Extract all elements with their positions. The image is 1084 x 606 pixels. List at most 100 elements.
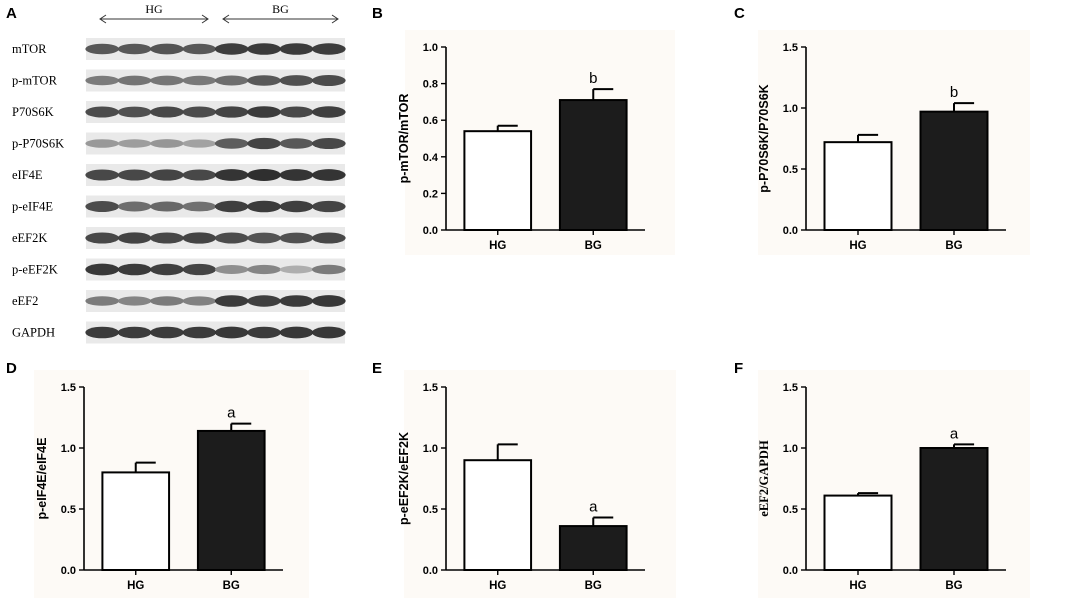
x-tick-label: HG	[849, 240, 866, 252]
x-tick-label: HG	[849, 580, 866, 592]
blot-band	[150, 232, 184, 244]
y-tick-label: 0.0	[423, 225, 438, 237]
blot-band	[311, 75, 346, 86]
band-label: p-eIF4E	[12, 200, 53, 214]
blot-band	[311, 326, 346, 339]
band-label: p-P70S6K	[12, 137, 64, 151]
blot-band	[214, 295, 249, 307]
panel-letter-d: D	[6, 360, 17, 377]
significance-label: b	[589, 70, 597, 87]
blot-band	[279, 200, 314, 213]
blot-band	[279, 138, 314, 149]
blot-band	[85, 232, 120, 244]
blot-band	[182, 139, 217, 148]
blot-band	[117, 326, 152, 339]
blot-row-p-p70s6k: p-P70S6K	[12, 132, 346, 155]
blot-band	[182, 169, 217, 181]
blot-band	[85, 296, 120, 306]
panel-b-chart: B 0.0 0.2 0.4 0.6 0.8 1.0 p-mTOR/mTOR HG BG b	[372, 5, 675, 255]
band-label: p-mTOR	[12, 74, 58, 88]
band-label: eEF2K	[12, 231, 47, 245]
blot-band	[150, 201, 184, 212]
arrow-head-right-icon	[201, 14, 209, 24]
panel-letter-f: F	[734, 360, 743, 377]
y-axis-label: eEF2/GAPDH	[757, 440, 771, 517]
blot-band	[247, 200, 281, 213]
blot-band	[117, 43, 152, 55]
blot-band	[85, 169, 120, 181]
bar-hg	[463, 459, 533, 572]
panel-letter-c: C	[734, 5, 745, 22]
panel-letter-a: A	[6, 5, 17, 22]
blot-band	[85, 43, 120, 55]
blot-band	[279, 75, 314, 86]
blot-band	[117, 201, 152, 212]
blot-band	[150, 139, 184, 148]
y-tick-label: 0.0	[783, 225, 798, 237]
x-tick-label: HG	[489, 580, 506, 592]
y-tick-label: 1.0	[783, 103, 798, 115]
significance-label: a	[950, 425, 959, 442]
blot-band	[150, 169, 184, 181]
x-tick-label: BG	[585, 580, 602, 592]
y-tick-label: 0.5	[423, 504, 438, 516]
blot-band	[182, 263, 217, 276]
blot-band	[311, 106, 346, 118]
blot-band	[279, 265, 314, 274]
bar-hg	[823, 494, 893, 571]
y-tick-label: 0.5	[783, 504, 798, 516]
blot-band	[117, 169, 152, 181]
blot-band	[85, 139, 120, 148]
x-tick-label: BG	[223, 580, 240, 592]
blot-band	[150, 263, 184, 276]
bar-bg	[919, 447, 989, 571]
blot-band	[150, 106, 184, 118]
bar-bg	[919, 110, 989, 231]
blot-row-p-eef2k: p-eEF2K	[12, 258, 346, 281]
y-axis-label: p-eEF2K/eEF2K	[397, 432, 411, 525]
blot-band	[279, 232, 314, 244]
blot-band	[279, 326, 314, 339]
blot-band	[182, 232, 217, 244]
panel-background	[34, 370, 309, 598]
blot-band	[247, 264, 281, 275]
y-axis-label: p-mTOR/mTOR	[397, 94, 411, 184]
blot-band	[279, 106, 314, 118]
group-label: BG	[272, 2, 289, 16]
x-tick-label: BG	[585, 240, 602, 252]
blot-band	[117, 232, 152, 244]
blot-band	[214, 169, 249, 181]
significance-label: a	[589, 499, 598, 516]
bar-bg	[196, 429, 266, 572]
arrow-head-left-icon	[222, 14, 230, 24]
y-tick-label: 0.5	[61, 504, 76, 516]
y-tick-label: 0.8	[423, 79, 438, 91]
band-label: p-eEF2K	[12, 263, 58, 277]
blot-band	[247, 137, 281, 150]
y-tick-label: 1.5	[783, 42, 798, 54]
blot-row-p-mtor: p-mTOR	[12, 69, 346, 92]
panel-c-chart: C 0.0 0.5 1.0 1.5 p-P70S6K/P70S6K HG BG b	[734, 5, 1030, 255]
blot-band	[85, 201, 120, 212]
blot-band	[311, 295, 346, 307]
bar-bg	[558, 525, 628, 572]
blot-band	[85, 263, 120, 276]
x-tick-label: HG	[127, 580, 144, 592]
band-label: GAPDH	[12, 326, 55, 340]
blot-band	[182, 296, 217, 306]
blot-band	[214, 200, 249, 213]
panel-background	[405, 30, 675, 255]
group-label: HG	[145, 2, 163, 16]
arrow-head-right-icon	[331, 14, 339, 24]
panel-background	[758, 30, 1030, 255]
blot-band	[85, 106, 120, 118]
blot-band	[311, 169, 346, 181]
bar-hg	[823, 141, 893, 231]
panel-a-blot: A HG BG mTOR p-mTOR P70S6K p-P70S6K eIF4E p-eIF4…	[6, 2, 346, 344]
y-tick-label: 1.5	[423, 382, 438, 394]
y-tick-label: 1.0	[423, 443, 438, 455]
panel-background	[404, 370, 676, 598]
y-tick-label: 1.0	[61, 443, 76, 455]
